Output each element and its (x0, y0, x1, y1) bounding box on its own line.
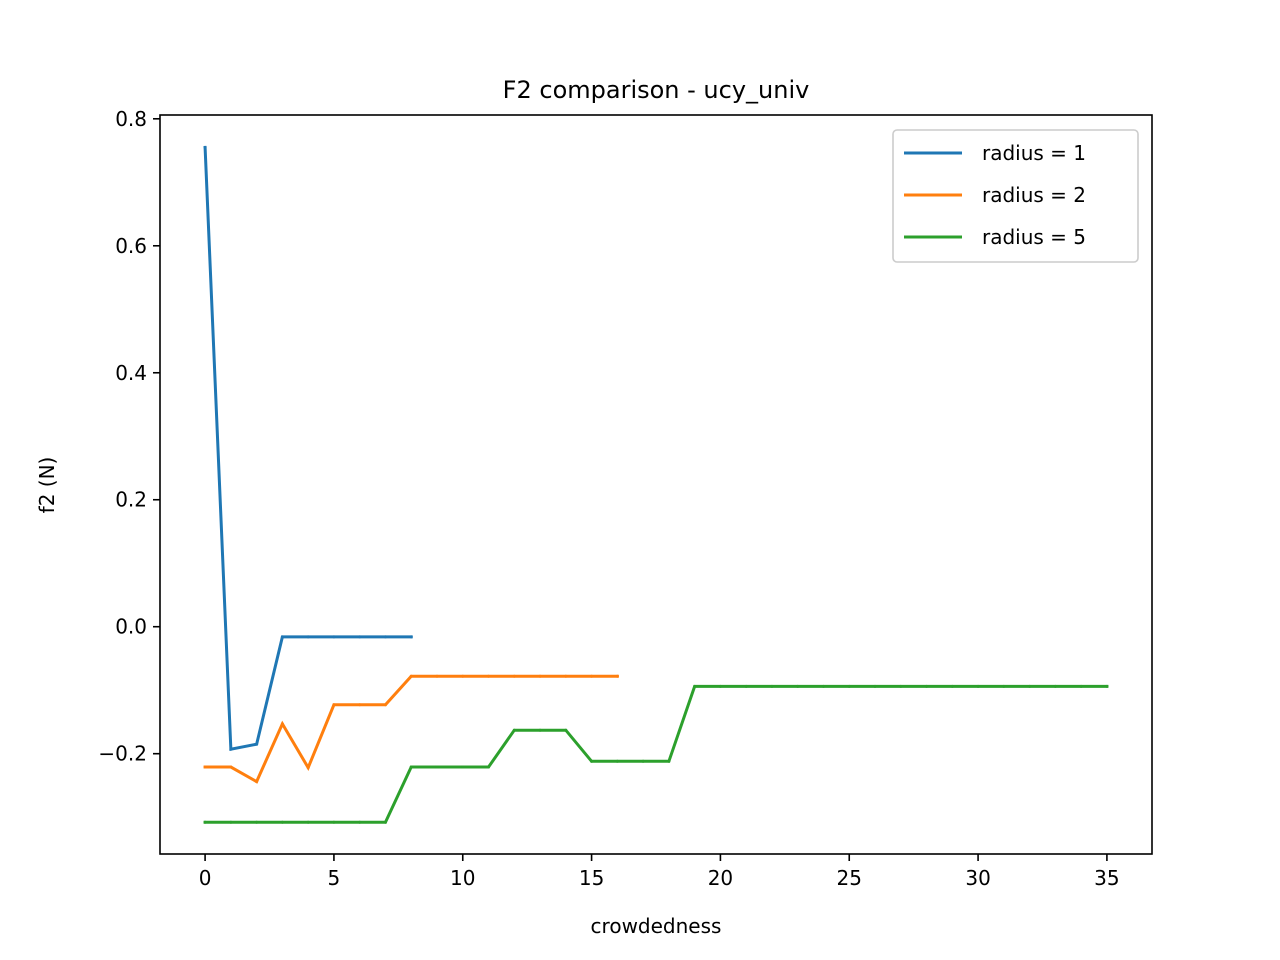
series-2-point (615, 674, 619, 678)
series-2-point (203, 765, 207, 769)
series-3-point (847, 684, 851, 688)
series-3-point (358, 820, 362, 824)
legend-box (892, 129, 1139, 263)
series-3-point (409, 765, 413, 769)
x-axis-ticks: 0 5 10 15 20 25 30 35 (199, 854, 1120, 890)
y-tick-label: 0.0 (115, 615, 147, 639)
x-tick-label: 15 (579, 866, 604, 890)
series-3-point (1079, 684, 1083, 688)
series-3-point (512, 728, 516, 732)
series-3-point (976, 684, 980, 688)
series-3-point (255, 820, 259, 824)
series-1-point (383, 635, 387, 639)
series-1-point (332, 635, 336, 639)
series-1-point (306, 635, 310, 639)
series-3-point (899, 684, 903, 688)
series-2-point (487, 674, 491, 678)
series-3-point (435, 765, 439, 769)
series-3 (203, 684, 1109, 824)
series-1-point (358, 635, 362, 639)
series-2-point (306, 766, 310, 770)
series-3-point (280, 820, 284, 824)
plot-lines (203, 145, 1109, 824)
series-line-3 (203, 684, 1109, 824)
series-3-point (950, 684, 954, 688)
series-3-point (1028, 684, 1032, 688)
x-tick-label: 35 (1094, 866, 1119, 890)
y-tick-label: −0.2 (98, 742, 147, 766)
series-3-point (667, 759, 671, 763)
y-axis-ticks: −0.2 0.0 0.2 0.4 0.6 0.8 (98, 107, 160, 766)
series-3-point (693, 684, 697, 688)
series-3-point (229, 820, 233, 824)
y-tick-label: 0.2 (115, 488, 147, 512)
series-3-point (538, 728, 542, 732)
series-3-point (590, 759, 594, 763)
series-3-point (1105, 684, 1109, 688)
series-2-point (332, 703, 336, 707)
series-2-point (590, 674, 594, 678)
chart-title: F2 comparison - ucy_univ (503, 76, 810, 104)
series-2-point (435, 674, 439, 678)
series-2 (203, 674, 619, 784)
series-3-point (1002, 684, 1006, 688)
series-3-point (770, 684, 774, 688)
series-2-point (512, 674, 516, 678)
series-3-point (487, 765, 491, 769)
y-tick-label: 0.8 (115, 107, 147, 131)
series-3-point (203, 820, 207, 824)
legend-label-2: radius = 2 (982, 183, 1086, 207)
series-2-point (229, 765, 233, 769)
series-3-point (1053, 684, 1057, 688)
series-3-point (744, 684, 748, 688)
series-2-point (461, 674, 465, 678)
series-3-point (461, 765, 465, 769)
y-tick-label: 0.6 (115, 234, 147, 258)
x-axis-label: crowdedness (591, 914, 722, 938)
series-3-point (925, 684, 929, 688)
axes-frame (159, 114, 1153, 855)
x-tick-label: 5 (328, 866, 341, 890)
legend-label-3: radius = 5 (982, 225, 1086, 249)
series-3-point (383, 820, 387, 824)
series-1-point (229, 747, 233, 751)
legend: radius = 1 radius = 2 radius = 5 (892, 129, 1139, 263)
x-tick-label: 30 (965, 866, 990, 890)
series-3-point (873, 684, 877, 688)
series-2-point (280, 722, 284, 726)
legend-label-1: radius = 1 (982, 141, 1086, 165)
series-3-point (332, 820, 336, 824)
series-3-point (615, 759, 619, 763)
series-1-point (255, 742, 259, 746)
y-tick-label: 0.4 (115, 361, 147, 385)
series-1-point (203, 145, 207, 149)
series-3-point (821, 684, 825, 688)
series-2-point (383, 703, 387, 707)
y-axis-label: f2 (N) (35, 457, 59, 514)
series-1 (203, 145, 413, 752)
series-3-point (796, 684, 800, 688)
series-2-point (409, 674, 413, 678)
series-1-point (280, 635, 284, 639)
x-tick-label: 0 (199, 866, 212, 890)
series-3-point (718, 684, 722, 688)
series-1-point (409, 635, 413, 639)
series-3-point (641, 759, 645, 763)
series-2-point (358, 703, 362, 707)
series-3-point (564, 728, 568, 732)
series-3-point (306, 820, 310, 824)
x-tick-label: 20 (708, 866, 733, 890)
x-tick-label: 10 (450, 866, 475, 890)
series-2-point (255, 780, 259, 784)
series-2-point (564, 674, 568, 678)
series-2-point (538, 674, 542, 678)
x-tick-label: 25 (837, 866, 862, 890)
